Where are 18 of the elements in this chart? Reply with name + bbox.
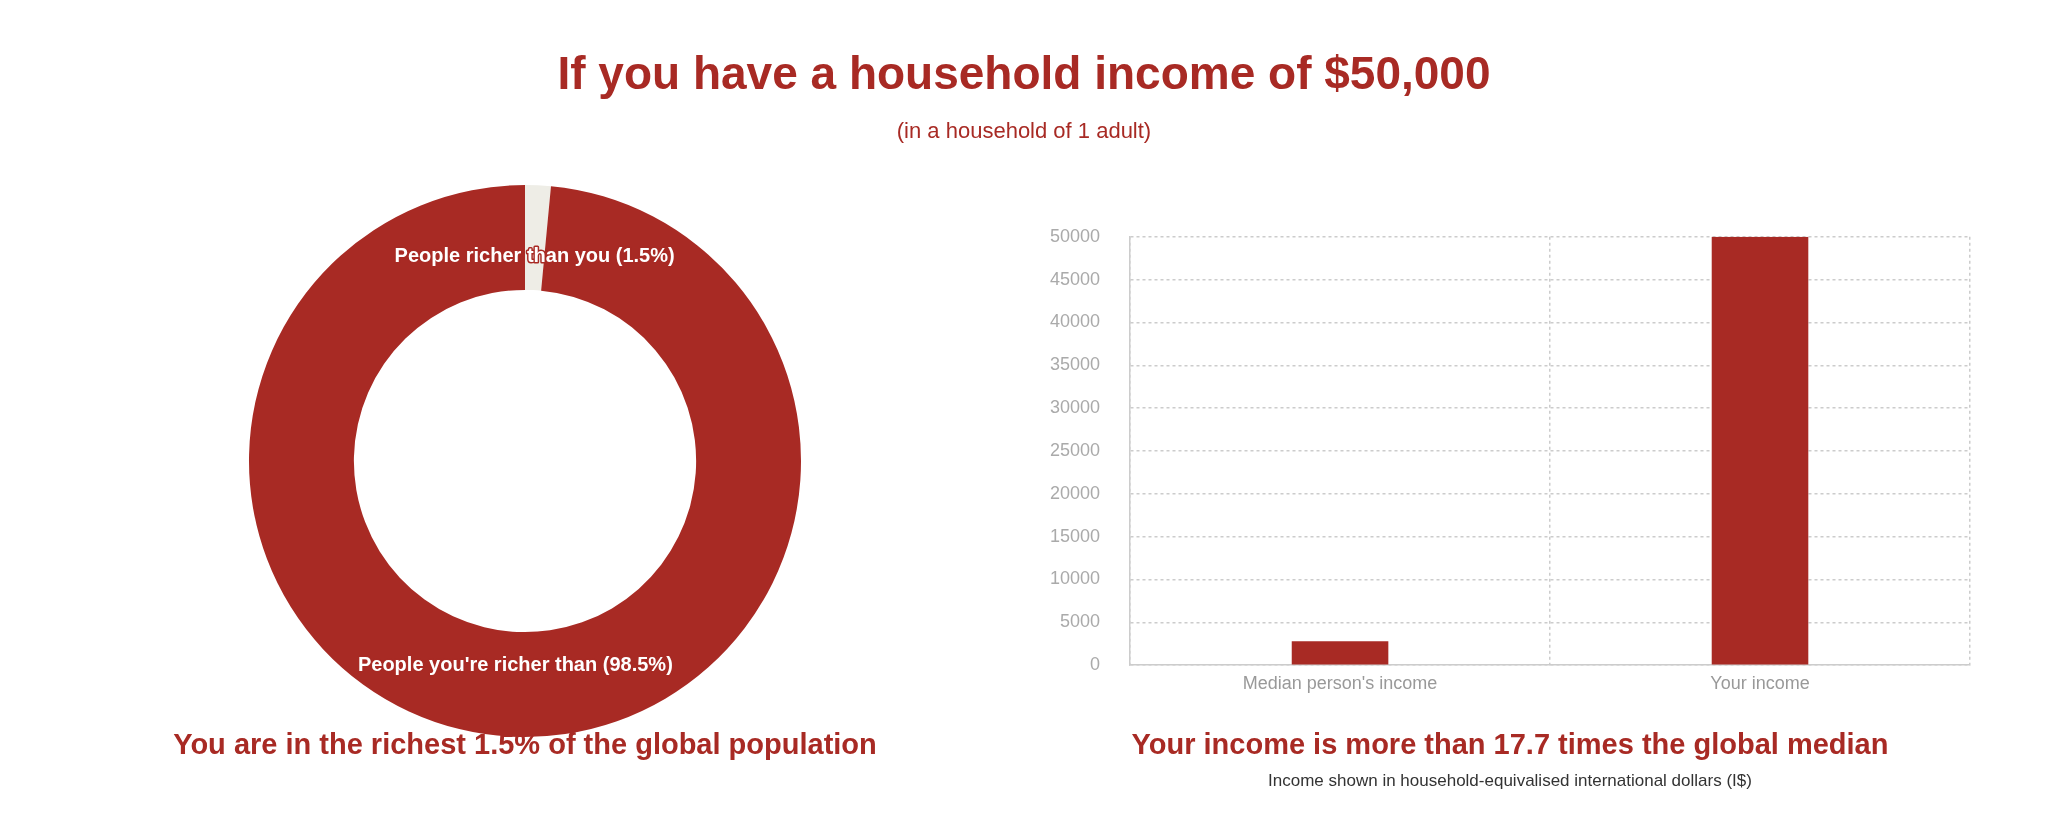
y-tick-label: 45000 (1049, 268, 1101, 289)
y-tick-label: 35000 (1049, 354, 1101, 375)
y-tick-label: 40000 (1049, 311, 1101, 332)
text: Your income is more than 17.7 times the global median (1131, 728, 1889, 760)
y-tick-label: 25000 (1049, 439, 1101, 460)
text: Income shown in household-equivalised international dollars (I$) (1267, 771, 1753, 791)
y-tick-label: 5000 (1060, 611, 1101, 632)
slice-label: People you're richer than (98.5%) (357, 652, 673, 675)
y-tick-label: 20000 (1049, 482, 1101, 503)
y-tick-label: 50000 (1049, 225, 1101, 246)
y-tick-label: 30000 (1049, 397, 1101, 418)
x-tick-label: Median person's income (1242, 672, 1438, 693)
x-tick-label: Your income (1710, 672, 1810, 693)
text: (in a household of 1 adult) (895, 118, 1153, 144)
y-tick-label: 0 (1090, 654, 1101, 675)
text: If you have a household income of $50,000 (556, 46, 1492, 100)
y-tick-label: 10000 (1049, 568, 1101, 589)
y-tick-label: 15000 (1049, 525, 1101, 546)
